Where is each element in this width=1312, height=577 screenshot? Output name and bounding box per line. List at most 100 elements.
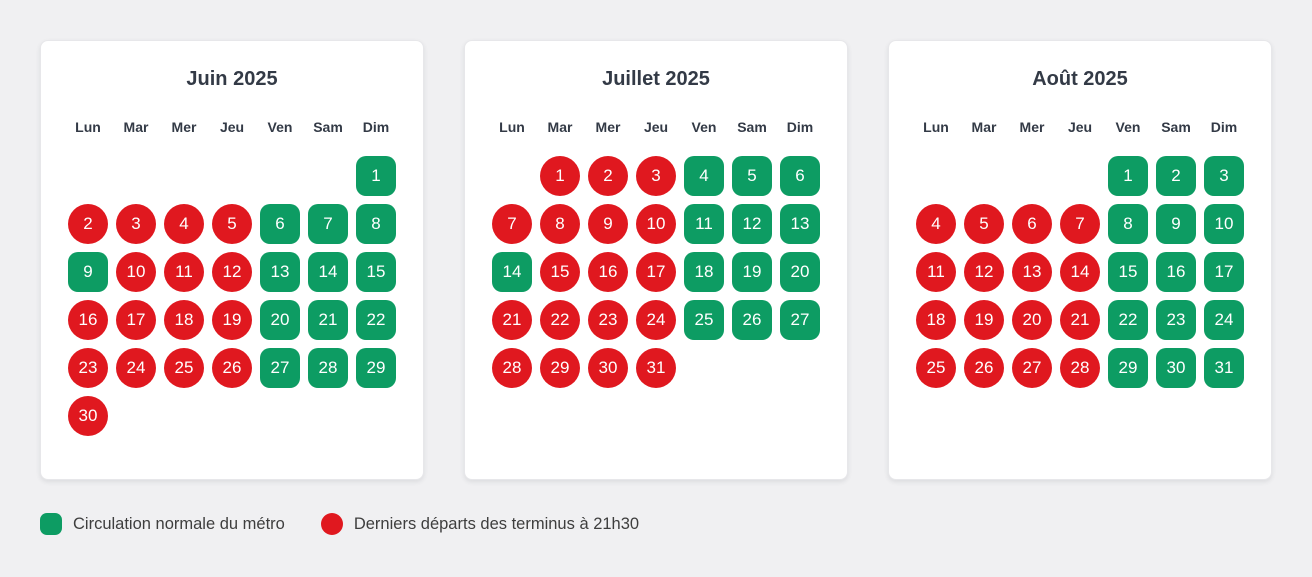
day-tile: 29 bbox=[356, 348, 396, 388]
day-tile: 2 bbox=[68, 204, 108, 244]
day-tile: 20 bbox=[780, 252, 820, 292]
day-tile: 4 bbox=[684, 156, 724, 196]
legend-item-label: Circulation normale du métro bbox=[73, 514, 285, 533]
empty-cell bbox=[1012, 156, 1052, 196]
day-tile: 24 bbox=[1204, 300, 1244, 340]
day-tile: 25 bbox=[684, 300, 724, 340]
day-tile: 5 bbox=[964, 204, 1004, 244]
day-tile: 19 bbox=[732, 252, 772, 292]
day-tile: 31 bbox=[1204, 348, 1244, 388]
day-tile: 18 bbox=[164, 300, 204, 340]
day-tile: 19 bbox=[212, 300, 252, 340]
day-tile: 14 bbox=[492, 252, 532, 292]
day-tile: 28 bbox=[1060, 348, 1100, 388]
day-tile: 14 bbox=[308, 252, 348, 292]
weekday-header-row: Lun Mar Mer Jeu Ven Sam Dim bbox=[492, 119, 820, 135]
day-tile: 16 bbox=[1156, 252, 1196, 292]
day-tile: 20 bbox=[1012, 300, 1052, 340]
weekday-label: Sam bbox=[737, 119, 767, 135]
day-tile: 8 bbox=[540, 204, 580, 244]
weekday-label: Lun bbox=[75, 119, 101, 135]
empty-cell bbox=[212, 156, 252, 196]
day-tile: 16 bbox=[68, 300, 108, 340]
weekday-label: Mer bbox=[595, 119, 621, 135]
day-tile: 25 bbox=[164, 348, 204, 388]
weekday-label: Ven bbox=[691, 119, 717, 135]
day-tile: 10 bbox=[636, 204, 676, 244]
day-tile: 17 bbox=[116, 300, 156, 340]
legend-item-last-departure: Derniers départs des terminus à 21h30 bbox=[320, 513, 639, 535]
day-tile: 20 bbox=[260, 300, 300, 340]
month-title: Juin 2025 bbox=[186, 68, 278, 90]
day-tile: 17 bbox=[1204, 252, 1244, 292]
day-tile: 21 bbox=[1060, 300, 1100, 340]
day-tile: 26 bbox=[212, 348, 252, 388]
day-tile: 2 bbox=[588, 156, 628, 196]
day-tile: 1 bbox=[1108, 156, 1148, 196]
weekday-header-row: Lun Mar Mer Jeu Ven Sam Dim bbox=[68, 119, 396, 135]
day-tile: 4 bbox=[916, 204, 956, 244]
day-tile: 27 bbox=[1012, 348, 1052, 388]
day-tile: 10 bbox=[1204, 204, 1244, 244]
day-tile: 29 bbox=[1108, 348, 1148, 388]
empty-cell bbox=[68, 156, 108, 196]
day-tile: 2 bbox=[1156, 156, 1196, 196]
day-tile: 22 bbox=[1108, 300, 1148, 340]
weekday-label: Sam bbox=[313, 119, 343, 135]
empty-cell bbox=[916, 156, 956, 196]
day-tile: 1 bbox=[356, 156, 396, 196]
weekday-label: Jeu bbox=[219, 119, 245, 135]
empty-cell bbox=[308, 156, 348, 196]
day-grid: 1 2 3 4 5 6 7 8 9 10 11 12 13 14 15 16 17 18 19 20 21 22 23 24 2… bbox=[68, 156, 396, 436]
weekday-label: Mar bbox=[123, 119, 149, 135]
weekday-label: Dim bbox=[362, 119, 390, 135]
day-tile: 7 bbox=[308, 204, 348, 244]
weekday-label: Dim bbox=[786, 119, 814, 135]
day-tile: 26 bbox=[964, 348, 1004, 388]
weekday-header-row: Lun Mar Mer Jeu Ven Sam Dim bbox=[916, 119, 1244, 135]
legend: Circulation normale du métro Derniers dé… bbox=[0, 480, 1312, 535]
day-tile: 22 bbox=[540, 300, 580, 340]
weekday-label: Sam bbox=[1161, 119, 1191, 135]
day-tile: 13 bbox=[780, 204, 820, 244]
day-tile: 6 bbox=[1012, 204, 1052, 244]
day-tile: 17 bbox=[636, 252, 676, 292]
day-tile: 4 bbox=[164, 204, 204, 244]
day-tile: 3 bbox=[116, 204, 156, 244]
day-tile: 9 bbox=[588, 204, 628, 244]
day-grid: 1 2 3 4 5 6 7 8 9 10 11 12 13 14 15 16 17 18 19 20 21 22 23 24 2… bbox=[492, 156, 820, 388]
normal-service-swatch-icon bbox=[40, 513, 62, 535]
day-tile: 18 bbox=[684, 252, 724, 292]
day-tile: 5 bbox=[732, 156, 772, 196]
weekday-label: Ven bbox=[1115, 119, 1141, 135]
weekday-label: Jeu bbox=[1067, 119, 1093, 135]
day-tile: 30 bbox=[68, 396, 108, 436]
empty-cell bbox=[1060, 156, 1100, 196]
day-tile: 6 bbox=[260, 204, 300, 244]
empty-cell bbox=[260, 156, 300, 196]
day-tile: 21 bbox=[492, 300, 532, 340]
day-tile: 1 bbox=[540, 156, 580, 196]
day-tile: 23 bbox=[68, 348, 108, 388]
month-title: Juillet 2025 bbox=[602, 68, 710, 90]
day-tile: 3 bbox=[636, 156, 676, 196]
month-title: Août 2025 bbox=[1032, 68, 1128, 90]
day-tile: 6 bbox=[780, 156, 820, 196]
day-tile: 23 bbox=[588, 300, 628, 340]
legend-item-normal-service: Circulation normale du métro bbox=[40, 513, 285, 535]
weekday-label: Lun bbox=[923, 119, 949, 135]
weekday-label: Jeu bbox=[643, 119, 669, 135]
day-grid: 1 2 3 4 5 6 7 8 9 10 11 12 13 14 15 16 17 18 19 20 21 22 23 24 2… bbox=[916, 156, 1244, 388]
day-tile: 9 bbox=[1156, 204, 1196, 244]
empty-cell bbox=[116, 156, 156, 196]
day-tile: 30 bbox=[1156, 348, 1196, 388]
day-tile: 22 bbox=[356, 300, 396, 340]
weekday-label: Lun bbox=[499, 119, 525, 135]
day-tile: 25 bbox=[916, 348, 956, 388]
day-tile: 15 bbox=[356, 252, 396, 292]
day-tile: 31 bbox=[636, 348, 676, 388]
